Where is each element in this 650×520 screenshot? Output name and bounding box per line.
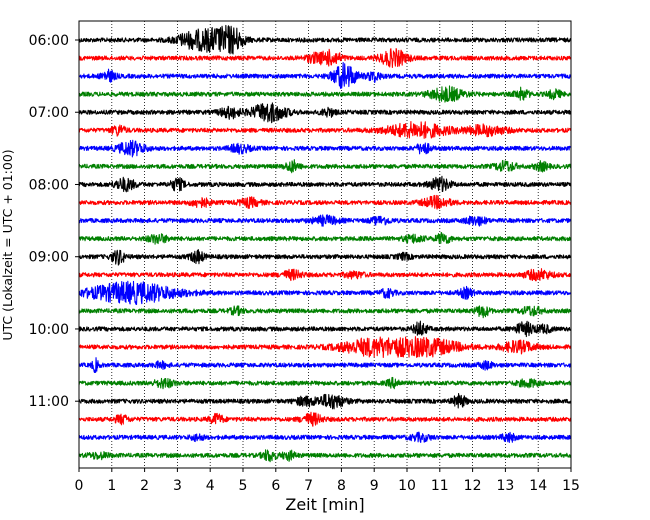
trace-0930 — [78, 280, 572, 306]
trace-0800 — [78, 175, 572, 193]
trace-0815 — [78, 194, 572, 210]
x-tick-label: 10 — [398, 478, 416, 494]
x-tick-label: 15 — [562, 478, 580, 494]
trace-0830 — [78, 214, 572, 227]
x-axis-label: Zeit [min] — [285, 495, 364, 514]
trace-0915 — [78, 268, 572, 282]
y-axis-ticks: 06:00 07:00 08:00 09:00 10:00 11:00 — [29, 33, 79, 410]
trace-1015 — [78, 336, 572, 359]
trace-1030 — [78, 357, 572, 374]
x-tick-label: 2 — [140, 478, 149, 494]
trace-0900 — [78, 249, 572, 266]
y-axis-label: UTC (Lokalzeit = UTC + 01:00) — [0, 149, 15, 340]
trace-0645 — [78, 85, 572, 103]
trace-0945 — [78, 305, 572, 319]
x-tick-label: 12 — [464, 478, 482, 494]
trace-1130 — [78, 431, 572, 444]
trace-0715 — [78, 120, 572, 139]
x-tick-label: 7 — [304, 478, 313, 494]
trace-0615 — [78, 48, 572, 68]
y-tick-label: 06:00 — [29, 33, 69, 49]
trace-0730 — [78, 139, 572, 158]
grid-lines — [111, 21, 539, 468]
trace-1045 — [78, 376, 572, 390]
y-tick-label: 08:00 — [29, 177, 69, 193]
y-tick-label: 10:00 — [29, 322, 69, 338]
x-tick-label: 5 — [239, 478, 248, 494]
trace-0600 — [78, 24, 572, 55]
trace-0630 — [78, 62, 572, 89]
trace-0745 — [78, 159, 572, 174]
x-axis-ticks: 0 1 2 3 4 5 6 7 8 9 10 11 12 13 14 15 — [75, 468, 580, 494]
seismogram-traces — [78, 24, 572, 463]
x-tick-label: 1 — [107, 478, 116, 494]
y-tick-label: 07:00 — [29, 105, 69, 121]
x-tick-label: 6 — [271, 478, 280, 494]
plot-frame — [78, 20, 572, 469]
x-tick-label: 14 — [529, 478, 547, 494]
trace-1145 — [78, 449, 572, 463]
y-tick-label: 09:00 — [29, 250, 69, 266]
x-tick-label: 3 — [173, 478, 182, 494]
trace-0845 — [78, 231, 572, 245]
x-tick-label: 9 — [370, 478, 379, 494]
trace-0700 — [78, 102, 572, 124]
x-tick-label: 0 — [75, 478, 84, 494]
x-tick-label: 8 — [337, 478, 346, 494]
x-tick-label: 11 — [431, 478, 449, 494]
x-tick-label: 4 — [206, 478, 215, 494]
trace-1115 — [78, 411, 572, 427]
trace-1100 — [78, 393, 572, 410]
x-tick-label: 13 — [496, 478, 514, 494]
trace-1000 — [78, 320, 572, 338]
y-tick-label: 11:00 — [29, 394, 69, 410]
